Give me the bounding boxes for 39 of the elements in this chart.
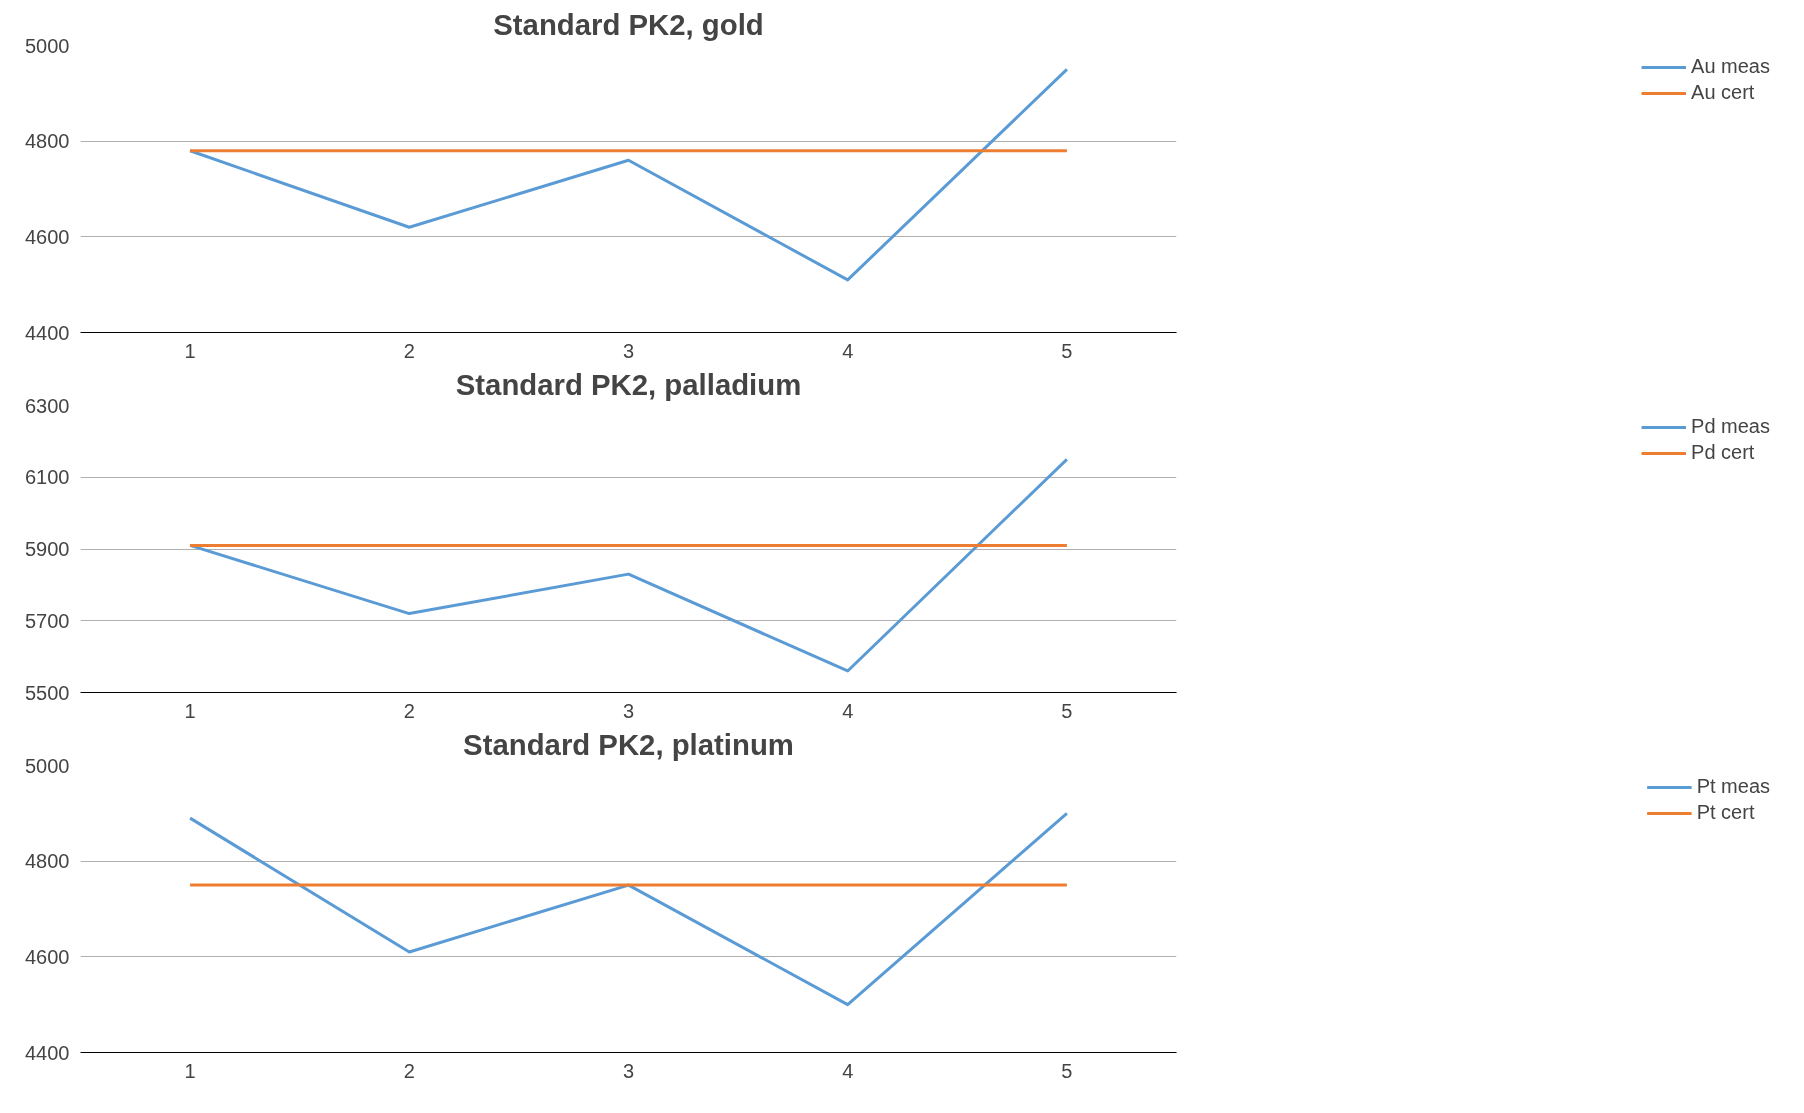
x-tick-label: 3 [622,339,635,362]
legend-label: Pt meas [1696,775,1770,798]
chart-title: Standard PK2, palladium [455,367,802,401]
x-tick-label: 5 [1061,339,1073,362]
x-tick-label: 1 [184,699,196,722]
y-tick-label: 5500 [25,681,70,704]
line-series [188,67,1069,282]
legend-label: Au meas [1691,55,1770,78]
x-tick-label: 2 [403,339,415,362]
y-tick-label: 6100 [25,466,70,489]
y-tick-label: 4600 [25,225,70,248]
x-tick-label: 3 [622,699,635,722]
y-tick-label: 6300 [25,394,70,417]
chart-title: Standard PK2, gold [493,7,764,41]
y-tick-label: 4800 [25,850,70,873]
y-tick-label: 5000 [25,34,70,57]
x-tick-label: 1 [184,339,196,362]
y-tick-label: 5900 [25,538,70,560]
x-tick-label: 3 [622,1059,635,1082]
legend-label: Pt cert [1696,801,1755,824]
x-tick-label: 2 [403,1059,415,1082]
legend-label: Pd cert [1691,441,1755,464]
x-tick-label: 2 [403,699,415,722]
y-tick-label: 4800 [25,130,70,153]
chart-title: Standard PK2, platinum [463,727,794,761]
y-tick-label: 5000 [25,754,70,777]
legend-label: Au cert [1691,81,1755,104]
x-tick-label: 4 [842,1059,854,1082]
y-tick-label: 5700 [25,609,70,632]
y-tick-label: 4400 [25,1041,70,1064]
x-tick-label: 5 [1061,1059,1073,1082]
x-tick-label: 4 [842,339,854,362]
y-tick-label: 4600 [25,945,70,968]
line-series [188,811,1069,1007]
y-tick-label: 4400 [25,321,70,344]
x-tick-label: 4 [842,699,854,722]
x-tick-label: 5 [1061,699,1073,722]
x-tick-label: 1 [184,1059,196,1082]
legend-label: Pd meas [1691,415,1770,438]
